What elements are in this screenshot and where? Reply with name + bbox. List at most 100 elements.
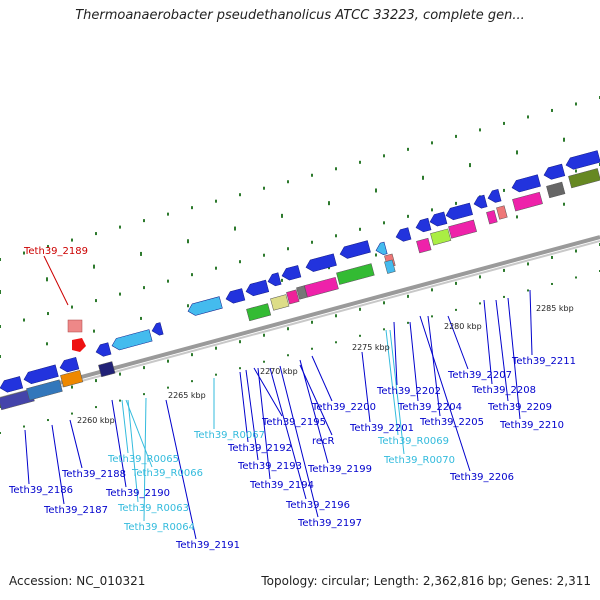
- gene-label[interactable]: Teth39_2189: [23, 246, 88, 257]
- gene-label[interactable]: Teth39_2209: [487, 402, 552, 413]
- gene-label[interactable]: Teth39_R0065: [107, 454, 179, 465]
- gene-feature: [487, 189, 502, 203]
- gene-feature: [304, 276, 339, 298]
- gene-label[interactable]: Teth39_2193: [237, 461, 302, 472]
- gene-block: [416, 237, 432, 254]
- gene-label[interactable]: Teth39_R0064: [123, 522, 195, 533]
- gene-label[interactable]: Teth39_R0067: [193, 430, 265, 441]
- gene-label[interactable]: Teth39_2187: [43, 505, 108, 516]
- leader-line: [299, 359, 329, 464]
- gene-arrow: [339, 240, 371, 259]
- leader-line: [69, 419, 83, 469]
- gene-feature: [565, 150, 600, 170]
- gene-feature: [59, 357, 80, 373]
- gene-label[interactable]: Teth39_2188: [61, 469, 126, 480]
- highlight-arrow: [72, 338, 86, 352]
- gene-arrow: [245, 279, 270, 297]
- gene-label[interactable]: Teth39_2211: [511, 356, 576, 367]
- gene-feature: [111, 329, 153, 351]
- gene-label[interactable]: Teth39_R0066: [131, 468, 203, 479]
- gene-feature: [473, 194, 488, 209]
- gene-features: [0, 150, 600, 411]
- gene-block: [568, 168, 600, 189]
- gene-feature: [95, 342, 112, 357]
- leader-line: [165, 399, 197, 540]
- scale-label: 2275 kbp: [352, 343, 390, 352]
- gene-arrow: [445, 202, 473, 221]
- leader-line: [24, 429, 30, 485]
- gene-feature: [512, 191, 543, 212]
- gene-label[interactable]: Teth39_2204: [397, 402, 462, 413]
- scale-label: 2280 kbp: [444, 322, 482, 331]
- gene-block: [26, 379, 63, 401]
- leader-line: [127, 399, 139, 503]
- gene-label[interactable]: Teth39_2200: [311, 402, 376, 413]
- leader-line: [253, 367, 283, 417]
- leader-line: [495, 299, 509, 402]
- gene-feature: [305, 253, 337, 272]
- gene-arrow: [429, 211, 448, 227]
- gene-label[interactable]: Teth39_2202: [376, 386, 441, 397]
- gene-label[interactable]: Teth39_2195: [261, 417, 326, 428]
- gene-block: [384, 259, 396, 274]
- gene-feature: [384, 259, 396, 274]
- gene-block: [512, 191, 543, 212]
- leader-line: [121, 399, 129, 454]
- gene-feature: [486, 210, 498, 225]
- leader-line: [393, 321, 398, 386]
- gene-label[interactable]: Teth39_2210: [499, 420, 564, 431]
- gene-label[interactable]: Teth39_2206: [449, 472, 514, 483]
- gene-feature: [187, 296, 223, 316]
- gene-label[interactable]: Teth39_2192: [227, 443, 292, 454]
- gene-label[interactable]: Teth39_R0069: [377, 436, 449, 447]
- gene-arrow: [415, 217, 432, 233]
- gene-feature: [281, 265, 302, 281]
- gene-block: [448, 219, 477, 239]
- map-title: Thermoanaerobacter pseudethanolicus ATCC…: [75, 8, 525, 23]
- gene-feature: [270, 294, 290, 311]
- gene-label[interactable]: Teth39_2186: [8, 485, 73, 496]
- gene-block: [486, 210, 498, 225]
- highlight-block: [67, 319, 83, 333]
- gene-arrow: [487, 189, 502, 203]
- gene-label[interactable]: Teth39_2197: [297, 518, 362, 529]
- gene-feature: [546, 181, 566, 199]
- gene-block: [246, 303, 272, 322]
- gene-label[interactable]: Teth39_2199: [307, 464, 372, 475]
- leader-line: [483, 299, 493, 385]
- gene-feature: [246, 303, 272, 322]
- gene-label[interactable]: Teth39_R0063: [117, 503, 189, 514]
- gene-label[interactable]: Teth39_R0070: [383, 455, 455, 466]
- gene-feature: [267, 272, 282, 287]
- gene-arrow: [225, 288, 246, 304]
- gene-arrow: [151, 322, 164, 336]
- leader-line: [311, 355, 333, 402]
- gene-arrow: [59, 357, 80, 373]
- gene-label[interactable]: Teth39_2205: [419, 417, 484, 428]
- gene-label[interactable]: Teth39_2194: [249, 480, 314, 491]
- gene-block: [496, 205, 508, 220]
- gene-feature: [430, 228, 452, 246]
- gene-label[interactable]: Teth39_2190: [105, 488, 170, 499]
- gene-feature: [448, 219, 477, 239]
- leader-line: [51, 424, 65, 505]
- gene-feature: [336, 263, 375, 285]
- gene-feature: [395, 227, 412, 242]
- scale-label: 2265 kbp: [168, 391, 206, 400]
- gene-label[interactable]: Teth39_2191: [175, 540, 240, 551]
- scale-label: 2285 kbp: [536, 304, 574, 313]
- gene-feature: [543, 163, 566, 180]
- gene-arrow: [565, 150, 600, 170]
- gene-arrow: [543, 163, 566, 180]
- scale-label: 2270 kbp: [260, 367, 298, 376]
- gene-arrow: [23, 364, 59, 385]
- gene-arrow: [111, 329, 153, 351]
- gene-feature: [0, 376, 24, 393]
- scale-label: 2260 kbp: [77, 416, 115, 425]
- gene-block: [270, 294, 290, 311]
- gene-label[interactable]: recR: [312, 436, 335, 447]
- gene-label[interactable]: Teth39_2196: [285, 500, 350, 511]
- gene-label[interactable]: Teth39_2207: [447, 370, 512, 381]
- gene-label[interactable]: Teth39_2201: [349, 423, 414, 434]
- gene-label[interactable]: Teth39_2208: [471, 385, 536, 396]
